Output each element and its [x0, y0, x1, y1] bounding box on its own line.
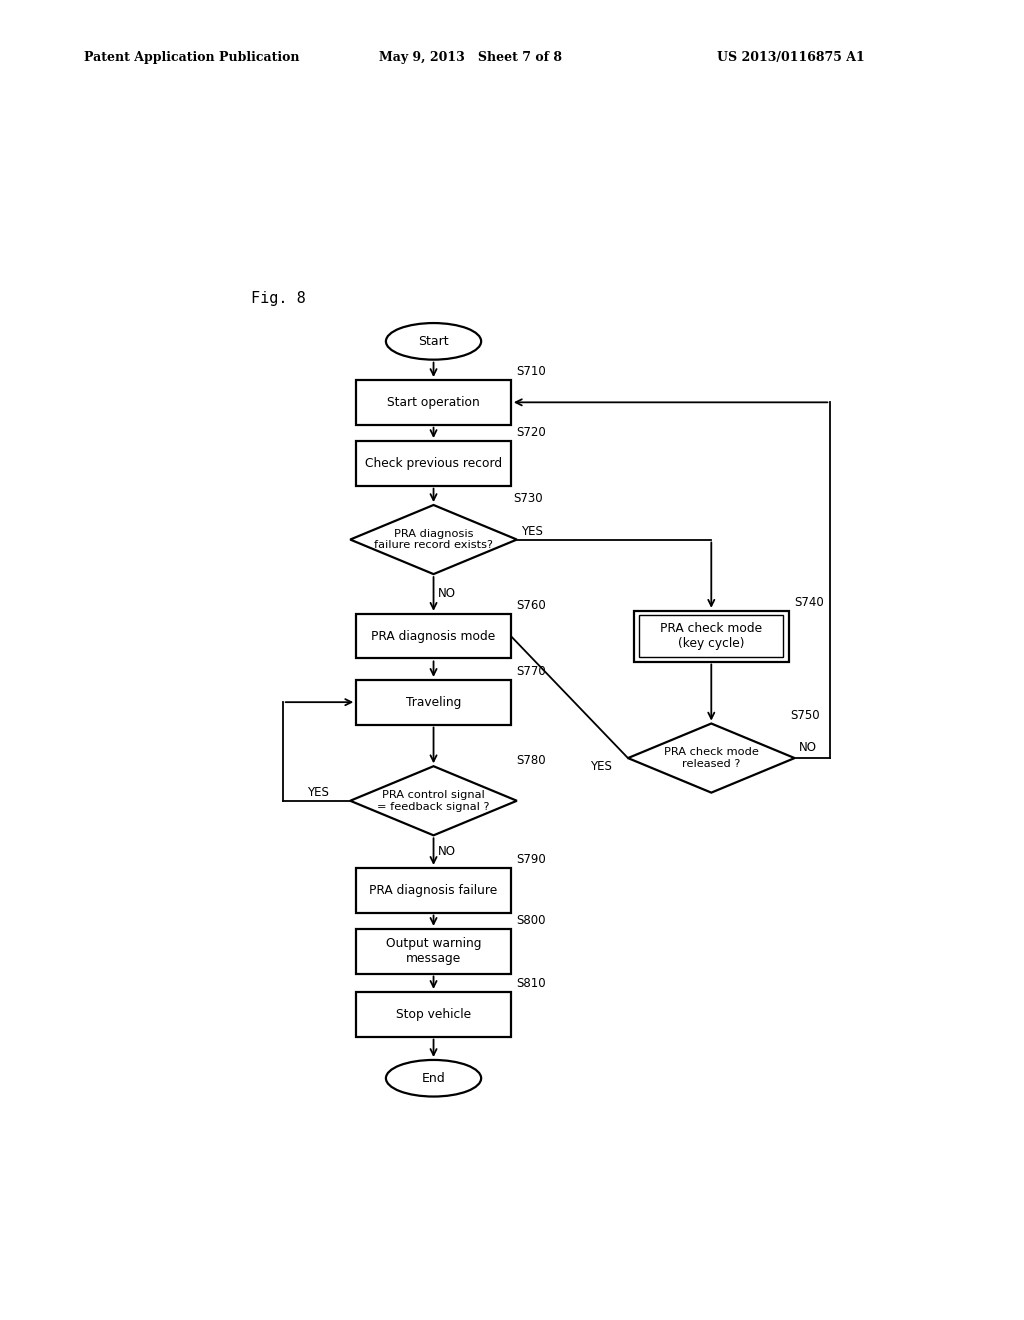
Text: Start operation: Start operation	[387, 396, 480, 409]
FancyBboxPatch shape	[356, 680, 511, 725]
Text: NO: NO	[438, 845, 457, 858]
Text: S710: S710	[516, 366, 546, 379]
FancyBboxPatch shape	[356, 614, 511, 659]
Text: US 2013/0116875 A1: US 2013/0116875 A1	[717, 50, 864, 63]
Ellipse shape	[386, 1060, 481, 1097]
Text: Fig. 8: Fig. 8	[251, 290, 306, 305]
Text: S780: S780	[516, 754, 546, 767]
FancyBboxPatch shape	[356, 991, 511, 1036]
Text: Start: Start	[418, 335, 449, 348]
Text: Traveling: Traveling	[406, 696, 461, 709]
Text: PRA diagnosis failure: PRA diagnosis failure	[370, 883, 498, 896]
Text: S800: S800	[516, 915, 546, 927]
Text: S810: S810	[516, 977, 546, 990]
FancyBboxPatch shape	[356, 380, 511, 425]
Text: S750: S750	[791, 709, 820, 722]
Ellipse shape	[386, 323, 481, 359]
Text: PRA check mode
(key cycle): PRA check mode (key cycle)	[660, 622, 762, 651]
Text: Check previous record: Check previous record	[365, 457, 502, 470]
Text: S740: S740	[795, 597, 824, 609]
Text: S720: S720	[516, 426, 546, 440]
Text: Patent Application Publication: Patent Application Publication	[84, 50, 299, 63]
Text: YES: YES	[306, 787, 329, 799]
Polygon shape	[350, 766, 517, 836]
Text: S790: S790	[516, 853, 546, 866]
Text: S730: S730	[513, 492, 543, 506]
Text: PRA control signal
= feedback signal ?: PRA control signal = feedback signal ?	[377, 789, 489, 812]
Text: S770: S770	[516, 665, 546, 678]
Polygon shape	[628, 723, 795, 792]
FancyBboxPatch shape	[356, 929, 511, 974]
Text: S760: S760	[516, 599, 546, 612]
Text: PRA diagnosis
failure record exists?: PRA diagnosis failure record exists?	[374, 529, 493, 550]
Text: NO: NO	[438, 587, 457, 601]
Text: End: End	[422, 1072, 445, 1085]
Text: Stop vehicle: Stop vehicle	[396, 1007, 471, 1020]
Text: Output warning
message: Output warning message	[386, 937, 481, 965]
FancyBboxPatch shape	[634, 611, 788, 661]
Text: YES: YES	[590, 760, 611, 772]
Text: PRA check mode
released ?: PRA check mode released ?	[664, 747, 759, 768]
Text: PRA diagnosis mode: PRA diagnosis mode	[372, 630, 496, 643]
Text: YES: YES	[521, 525, 543, 539]
FancyBboxPatch shape	[356, 867, 511, 912]
Text: May 9, 2013   Sheet 7 of 8: May 9, 2013 Sheet 7 of 8	[379, 50, 562, 63]
FancyBboxPatch shape	[356, 441, 511, 486]
Polygon shape	[350, 506, 517, 574]
Text: NO: NO	[799, 742, 816, 755]
